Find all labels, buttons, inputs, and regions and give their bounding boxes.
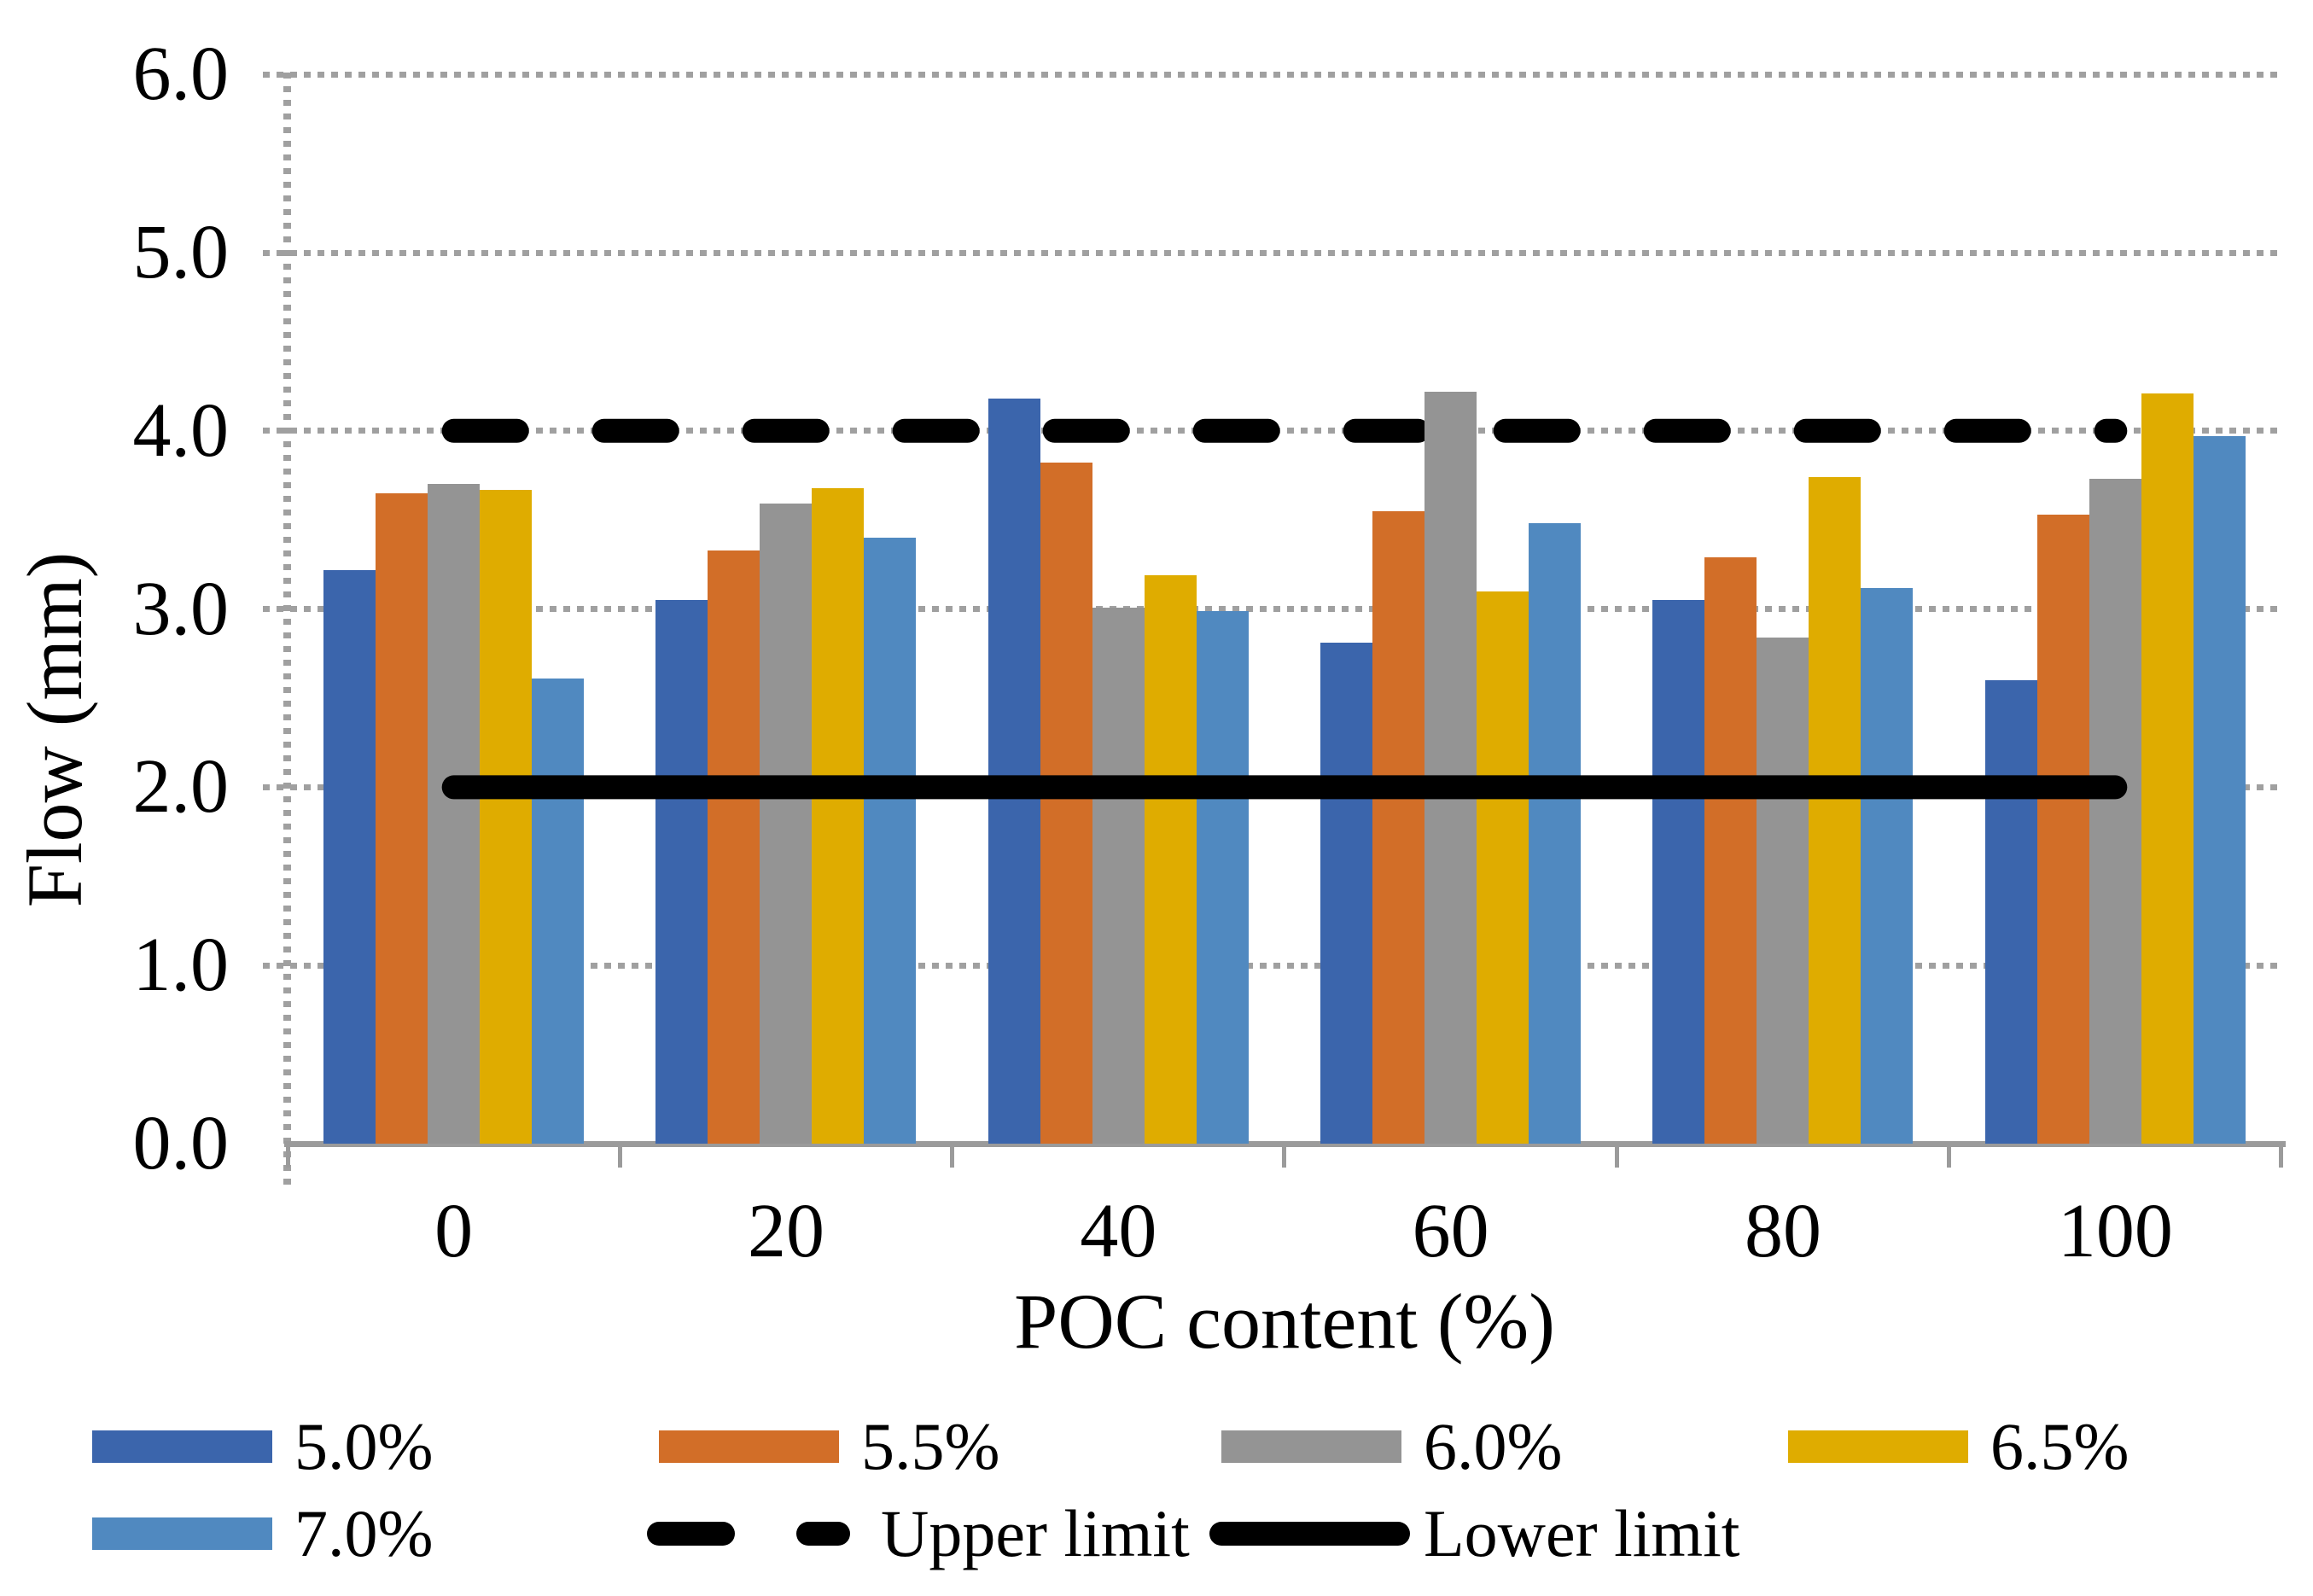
bar-6.5%-poc40 <box>1144 574 1197 1144</box>
y-tick-label-6.0: 6.0 <box>132 32 230 117</box>
bar-5.5%-poc40 <box>1040 463 1092 1144</box>
y-axis-line <box>283 73 291 1192</box>
bar-7.0%-poc80 <box>1861 587 1914 1144</box>
y-tick-label-1.0: 1.0 <box>132 923 230 1008</box>
legend-swatch-7.0% <box>92 1517 272 1550</box>
legend-label: Upper limit <box>881 1496 1190 1570</box>
x-axis-tick <box>950 1147 955 1168</box>
y-tick-label-2.0: 2.0 <box>132 744 230 830</box>
x-axis-title: POC content (%) <box>1014 1278 1555 1365</box>
x-axis-line <box>284 1141 2286 1147</box>
x-axis-tick <box>285 1147 290 1168</box>
solid-line-icon <box>1209 1522 1410 1546</box>
bar-6.5%-poc100 <box>2141 393 2194 1144</box>
x-axis-tick <box>617 1147 622 1168</box>
bar-6.0%-poc80 <box>1757 638 1809 1144</box>
bar-5.0%-poc20 <box>655 600 708 1144</box>
x-tick-label-0: 0 <box>434 1189 474 1273</box>
gridline-1 <box>263 962 2281 969</box>
bar-6.0%-poc100 <box>2089 479 2141 1144</box>
bar-5.5%-poc20 <box>708 550 760 1144</box>
legend-item-7.0%: 7.0% <box>92 1500 433 1567</box>
legend-swatch-5.5% <box>659 1430 839 1463</box>
legend-swatch-6.5% <box>1788 1430 1968 1463</box>
x-tick-label-60: 60 <box>1412 1189 1489 1273</box>
legend-item-5.0%: 5.0% <box>92 1413 433 1480</box>
gridline-5 <box>263 249 2281 256</box>
legend-label: 6.5% <box>1990 1409 2129 1483</box>
legend-label: 6.0% <box>1424 1409 1563 1483</box>
x-tick-label-20: 20 <box>747 1189 824 1273</box>
bar-6.5%-poc20 <box>812 487 865 1144</box>
bar-7.0%-poc40 <box>1196 610 1249 1144</box>
x-axis-tick <box>2279 1147 2284 1168</box>
bar-6.0%-poc0 <box>428 484 481 1144</box>
legend-swatch-5.0% <box>92 1430 272 1463</box>
y-tick-label-4.0: 4.0 <box>132 387 230 473</box>
bar-7.0%-poc0 <box>532 679 585 1144</box>
x-axis-tick <box>1947 1147 1952 1168</box>
gridline-4 <box>263 428 2281 434</box>
bar-5.0%-poc80 <box>1652 600 1705 1144</box>
legend-item-upper-limit: Upper limit <box>647 1500 1190 1567</box>
bar-6.0%-poc60 <box>1425 391 1477 1144</box>
bar-5.5%-poc0 <box>376 492 428 1144</box>
x-axis-tick <box>1614 1147 1619 1168</box>
legend-swatch-6.0% <box>1221 1430 1401 1463</box>
bar-7.0%-poc20 <box>864 538 917 1144</box>
x-tick-label-80: 80 <box>1744 1189 1821 1273</box>
legend-item-6.5%: 6.5% <box>1788 1413 2129 1480</box>
y-tick-label-3.0: 3.0 <box>132 566 230 651</box>
y-axis-title: Flow (mm) <box>11 551 98 908</box>
y-tick-label-0.0: 0.0 <box>132 1101 230 1185</box>
bar-7.0%-poc60 <box>1529 523 1582 1144</box>
bar-7.0%-poc100 <box>2193 436 2246 1144</box>
bar-5.5%-poc60 <box>1372 510 1425 1144</box>
dashed-line-icon <box>647 1522 850 1546</box>
legend-item-lower-limit: Lower limit <box>1209 1500 1739 1567</box>
bar-6.5%-poc80 <box>1809 477 1861 1144</box>
y-tick-label-5.0: 5.0 <box>132 210 230 294</box>
legend-label: 7.0% <box>294 1496 434 1570</box>
x-tick-label-40: 40 <box>1080 1189 1157 1273</box>
gridline-3 <box>263 606 2281 613</box>
legend-label: Lower limit <box>1424 1496 1740 1570</box>
bar-5.0%-poc40 <box>988 399 1040 1144</box>
bar-6.0%-poc20 <box>760 504 813 1144</box>
bar-5.0%-poc100 <box>1984 680 2037 1144</box>
bar-5.5%-poc100 <box>2036 514 2089 1144</box>
legend-label: 5.5% <box>861 1409 1000 1483</box>
legend-item-5.5%: 5.5% <box>659 1413 999 1480</box>
legend-label: 5.0% <box>294 1409 434 1483</box>
bar-5.5%-poc80 <box>1704 557 1757 1144</box>
bar-6.0%-poc40 <box>1092 607 1145 1144</box>
x-tick-label-100: 100 <box>2057 1189 2173 1273</box>
legend-item-6.0%: 6.0% <box>1221 1413 1562 1480</box>
bar-6.5%-poc60 <box>1477 591 1529 1144</box>
bar-5.0%-poc60 <box>1320 643 1373 1144</box>
x-axis-tick <box>1282 1147 1287 1168</box>
bar-5.0%-poc0 <box>323 569 376 1144</box>
bar-6.5%-poc0 <box>480 489 533 1144</box>
gridline-6 <box>263 71 2281 78</box>
